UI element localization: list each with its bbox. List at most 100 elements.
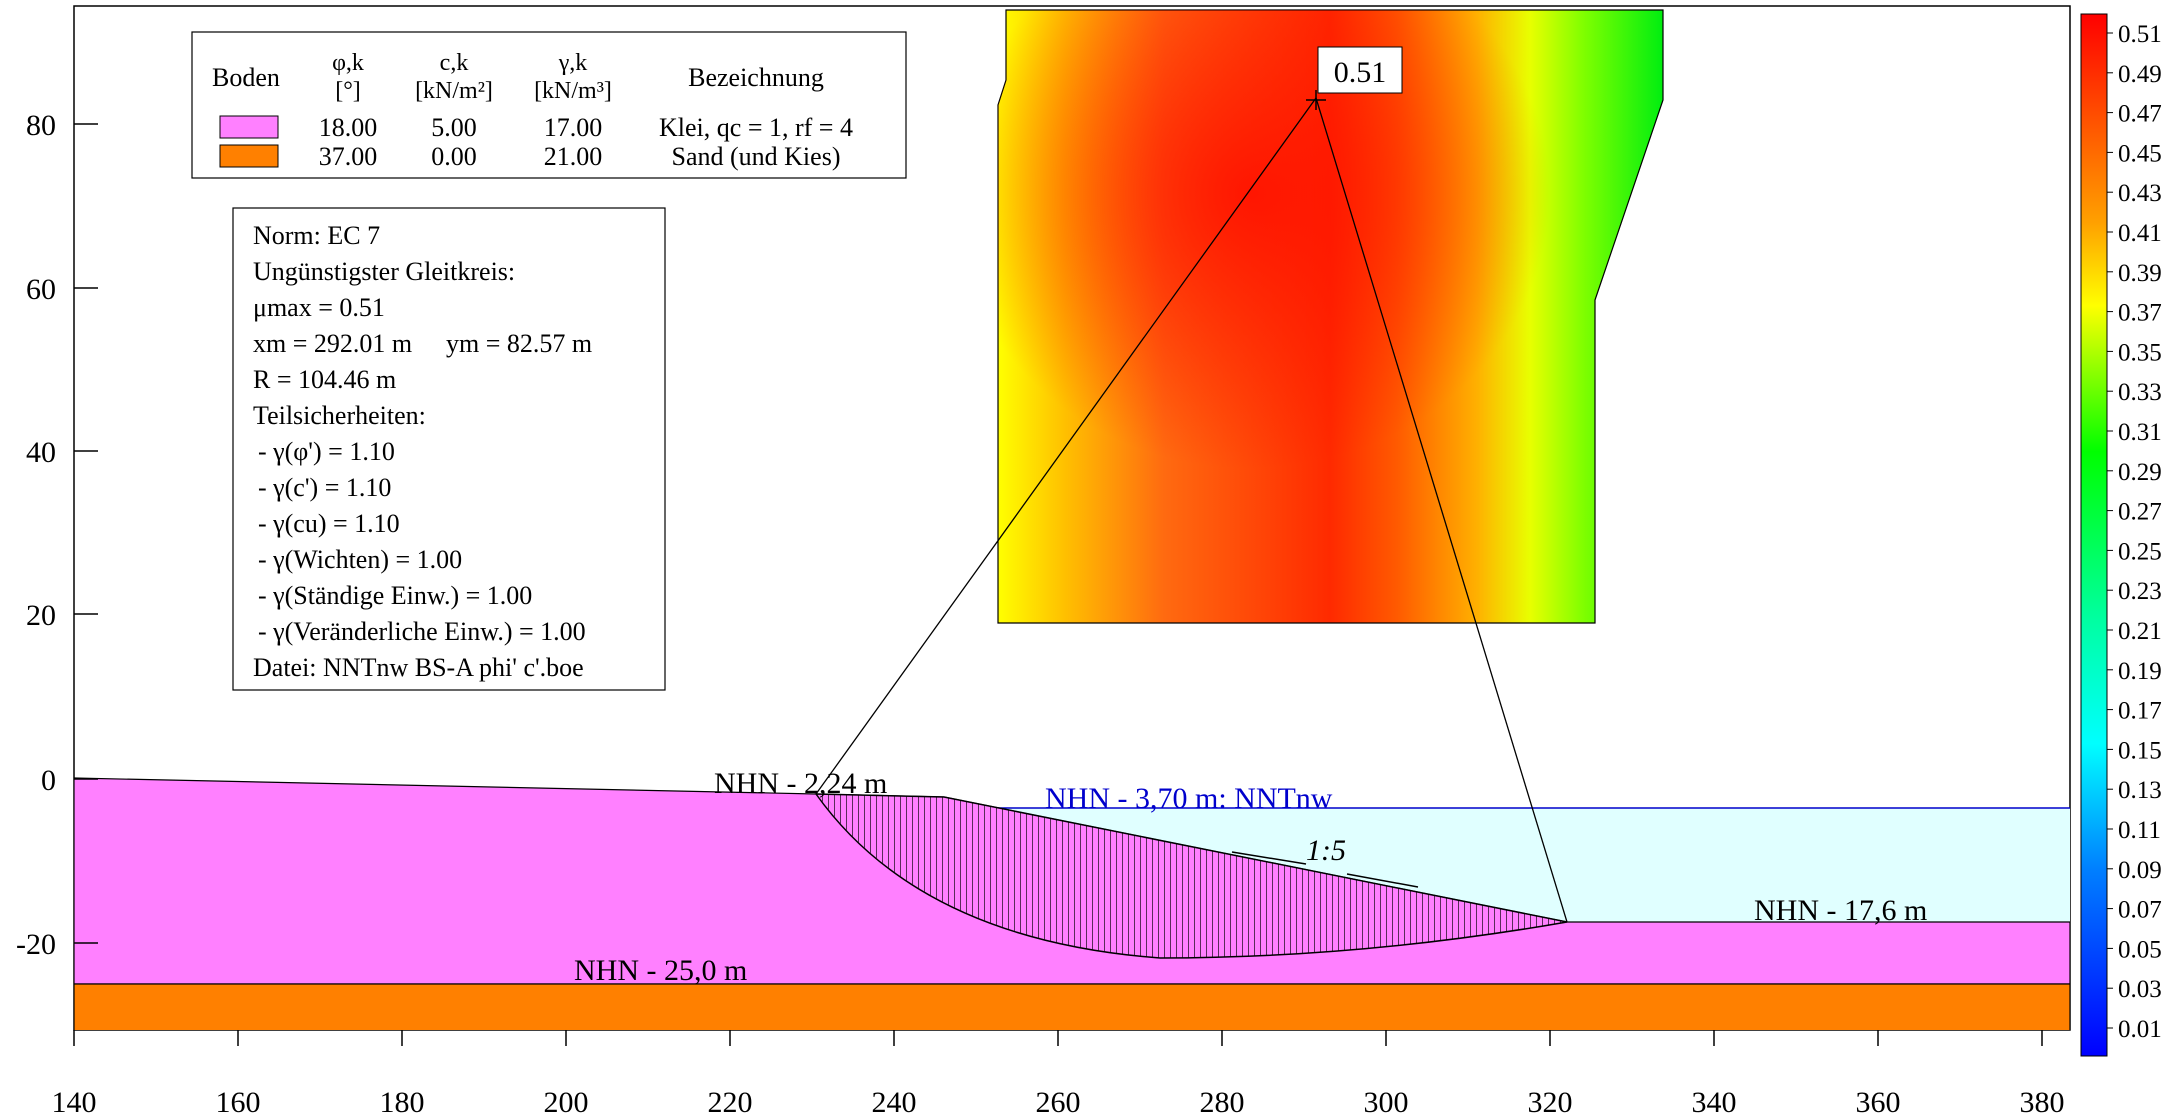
soil-legend: Boden φ,k [°] c,k [kN/m²] γ,k [kN/m³] Be… — [191, 31, 907, 179]
svg-text:R = 104.46 m: R = 104.46 m — [253, 365, 396, 394]
color-scale-label: 0.23 — [2118, 578, 2162, 605]
color-scale-label: 0.37 — [2118, 300, 2162, 327]
svg-text:[°]: [°] — [335, 78, 361, 104]
color-scale-label: 0.27 — [2118, 499, 2162, 526]
svg-text:- γ(Ständige Einw.) = 1.00: - γ(Ständige Einw.) = 1.00 — [258, 581, 532, 610]
svg-text:xm = 292.01 m: xm = 292.01 m — [253, 329, 412, 358]
slope-label: 1:5 — [1306, 834, 1346, 867]
radius-line-left — [815, 97, 1317, 795]
color-scale-label: 0.25 — [2118, 538, 2162, 565]
calculation-info-box: Norm: EC 7 Ungünstigster Gleitkreis: μma… — [232, 207, 666, 691]
color-scale-label: 0.17 — [2118, 698, 2162, 725]
svg-text:18.00: 18.00 — [319, 113, 378, 142]
y-tick-label: 20 — [26, 599, 56, 632]
svg-text:- γ(cu) = 1.10: - γ(cu) = 1.10 — [258, 509, 400, 538]
x-tick-label: 140 — [52, 1086, 97, 1119]
x-tick-label: 200 — [544, 1086, 589, 1119]
sand-top-label: NHN - 25,0 m — [574, 954, 747, 987]
color-scale-label: 0.29 — [2118, 459, 2162, 486]
legend-swatch-sand — [219, 144, 279, 168]
svg-text:ym = 82.57 m: ym = 82.57 m — [446, 329, 592, 358]
svg-text:5.00: 5.00 — [431, 113, 477, 142]
svg-text:21.00: 21.00 — [544, 142, 603, 171]
y-tick-label: 0 — [41, 764, 56, 797]
svg-text:[kN/m³]: [kN/m³] — [534, 78, 612, 104]
color-scale-label: 0.01 — [2118, 1016, 2162, 1043]
toe-label: NHN - 17,6 m — [1754, 894, 1927, 927]
svg-text:Klei, qc = 1, rf = 4: Klei, qc = 1, rf = 4 — [659, 113, 853, 142]
svg-text:Ungünstigster Gleitkreis:: Ungünstigster Gleitkreis: — [253, 257, 515, 286]
sand-layer — [74, 983, 2070, 1030]
color-scale-label: 0.47 — [2118, 101, 2162, 128]
svg-text:- γ(Wichten) = 1.00: - γ(Wichten) = 1.00 — [258, 545, 462, 574]
center-marker — [1306, 90, 1326, 110]
x-axis: 140 160 180 200 220 240 260 280 300 320 … — [52, 1030, 2065, 1119]
x-tick-label: 280 — [1200, 1086, 1245, 1119]
color-scale-label: 0.39 — [2118, 260, 2162, 287]
svg-text:Teilsicherheiten:: Teilsicherheiten: — [253, 401, 426, 430]
slope-mark-b — [1346, 873, 1419, 888]
radius-line-right — [1315, 97, 1568, 923]
svg-text:Datei: NNTnw BS-A phi' c'.bo: Datei: NNTnw BS-A phi' c'.boe — [253, 653, 584, 682]
svg-text:- γ(Veränderliche Einw.) = 1.0: - γ(Veränderliche Einw.) = 1.00 — [258, 617, 586, 646]
y-axis: 80 60 40 20 0 -20 — [16, 109, 98, 961]
color-scale-label: 0.19 — [2118, 658, 2162, 685]
color-scale-label: 0.13 — [2118, 777, 2162, 804]
color-scale-bar — [2080, 13, 2108, 1057]
color-scale-label: 0.45 — [2118, 140, 2162, 167]
color-scale-label: 0.49 — [2118, 61, 2162, 88]
svg-text:φ,k: φ,k — [332, 50, 364, 76]
svg-text:[kN/m²]: [kN/m²] — [415, 78, 493, 104]
x-tick-label: 300 — [1364, 1086, 1409, 1119]
color-scale-label: 0.15 — [2118, 737, 2162, 764]
max-value-box — [1317, 46, 1403, 94]
x-tick-label: 240 — [872, 1086, 917, 1119]
svg-text:37.00: 37.00 — [319, 142, 378, 171]
x-tick-label: 260 — [1036, 1086, 1081, 1119]
svg-text:Sand (und Kies): Sand (und Kies) — [672, 142, 841, 171]
color-scale-label: 0.07 — [2118, 897, 2162, 924]
color-scale-label: 0.03 — [2118, 976, 2162, 1003]
y-tick-label: -20 — [16, 928, 56, 961]
svg-text:μmax = 0.51: μmax = 0.51 — [253, 293, 385, 322]
x-tick-label: 360 — [1856, 1086, 1901, 1119]
crest-label: NHN - 2,24 m — [714, 767, 887, 800]
sliding-body — [814, 793, 1568, 959]
svg-text:0.00: 0.00 — [431, 142, 477, 171]
max-value-label: 0.51 — [1334, 56, 1387, 89]
x-tick-label: 340 — [1692, 1086, 1737, 1119]
safety-contour-field — [997, 9, 1664, 624]
svg-text:c,k: c,k — [440, 50, 469, 76]
svg-text:17.00: 17.00 — [544, 113, 603, 142]
color-scale-label: 0.21 — [2118, 618, 2162, 645]
cross-section — [74, 777, 2070, 1030]
color-scale-label: 0.43 — [2118, 180, 2162, 207]
svg-text:Boden: Boden — [212, 63, 280, 92]
color-scale-label: 0.31 — [2118, 419, 2162, 446]
x-tick-label: 180 — [380, 1086, 425, 1119]
x-tick-label: 160 — [216, 1086, 261, 1119]
svg-text:γ,k: γ,k — [558, 50, 588, 76]
y-tick-label: 80 — [26, 109, 56, 142]
color-scale-label: 0.05 — [2118, 936, 2162, 963]
slope-mark-a — [1231, 851, 1307, 865]
color-scale-label: 0.51 — [2118, 21, 2162, 48]
y-tick-label: 40 — [26, 436, 56, 469]
color-scale: 0.51 0.49 0.47 0.45 0.43 0.41 0.39 0.37 0.35 0.33… — [2080, 13, 2162, 1057]
svg-text:Bezeichnung: Bezeichnung — [688, 63, 824, 92]
water-label: NHN - 3,70 m: NNTnw — [1045, 782, 1333, 815]
svg-text:Norm: EC 7: Norm: EC 7 — [253, 221, 380, 250]
y-tick-label: 60 — [26, 273, 56, 306]
svg-text:- γ(c') = 1.10: - γ(c') = 1.10 — [258, 473, 391, 502]
color-scale-label: 0.11 — [2118, 817, 2161, 844]
color-scale-label: 0.41 — [2118, 220, 2162, 247]
x-tick-label: 220 — [708, 1086, 753, 1119]
color-scale-label: 0.35 — [2118, 339, 2162, 366]
color-scale-label: 0.09 — [2118, 857, 2162, 884]
water-body — [944, 808, 2070, 922]
color-scale-label: 0.33 — [2118, 379, 2162, 406]
legend-swatch-klei — [219, 115, 279, 139]
svg-text:- γ(φ') = 1.10: - γ(φ') = 1.10 — [258, 437, 395, 466]
x-tick-label: 320 — [1528, 1086, 1573, 1119]
